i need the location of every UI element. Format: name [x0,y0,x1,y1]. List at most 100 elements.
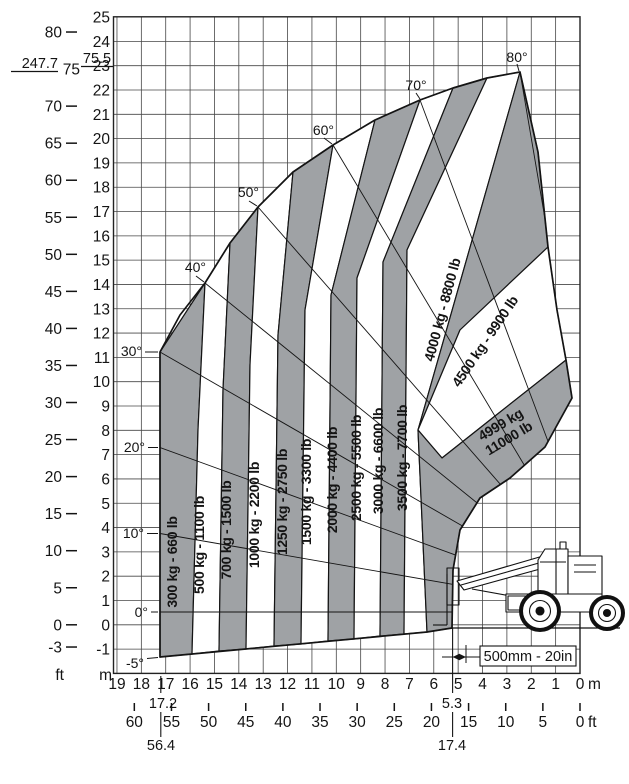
bottom-m-label: 18 [133,676,150,693]
left-axis: 80757065605550454035302520151050-3252423… [11,10,113,684]
dim-arrow-left [452,653,460,661]
bottom-m-label: 1 [551,676,560,693]
angle-label-30: 30° [121,343,142,359]
angle-label-10: 10° [123,525,144,541]
bottom-ft-label: 5 [539,714,548,731]
roof-beacon [559,541,567,550]
zone-label-2000kg: 2000 kg - 4400 lb [324,427,340,533]
left-ft-unit: ft [55,667,64,684]
left-m-label: 10 [93,374,111,391]
boom-angle-line-70 [419,99,572,613]
bottom-ft-label: 35 [311,714,328,731]
left-ft-label: 10 [45,543,63,560]
left-m-label: 5 [101,496,110,513]
angle-label-60: 60° [313,122,334,138]
angle-label-40: 40° [185,259,206,275]
envelope-outline [159,71,573,658]
fork-carriage [446,567,460,606]
bottom-m-label: 15 [206,676,223,693]
bottom-m-label: 6 [429,676,438,693]
front-rim [528,599,552,623]
left-m-label: 7 [101,447,110,464]
cab [537,548,569,595]
zone-label-300kg: 300 kg - 660 lb [164,516,180,607]
zone-label-1250kg: 1250 kg - 2750 lb [274,449,290,555]
bottom-m-label: 10 [328,676,346,693]
left-m-label: 1 [101,593,110,610]
bottom-m-label: 17 [157,676,174,693]
left-m-unit: m [99,667,112,684]
zone-label-3500kg: 3500 kg - 7700 lb [394,405,410,511]
left-m-label: 19 [93,155,110,172]
fork-offset-box [479,645,577,667]
left-ft-label: 65 [45,136,62,153]
left-ft-label: 5 [53,580,62,597]
bottom-ft-label: 0 [576,714,585,731]
left-m-label: 20 [93,131,111,148]
left-ft-label: 15 [45,506,62,523]
left-m-label: 15 [93,253,110,270]
bottom-ft-label: 55 [163,714,180,731]
left-ft-label: 35 [45,358,62,375]
bottom-m-label: 19 [108,676,125,693]
angle-tick [516,63,520,72]
left-ft-label: 55 [45,210,62,227]
zone-label-2500kg: 2500 kg - 5500 lb [348,415,364,521]
left-ft-label: 0 [53,617,62,634]
left-ft-label: 80 [45,25,63,42]
bottom-m-label: 11 [304,676,320,693]
angle-tick [146,657,159,659]
bottom-ft-label: 20 [423,714,441,731]
left-ft-label: -3 [48,640,62,657]
angle-label-70: 70° [405,77,426,93]
left-m-label: 21 [93,107,110,124]
bottom-m-label: 3 [503,676,512,693]
bottom-ft-label: 10 [497,714,515,731]
bottom-ft-label: 25 [386,714,403,731]
dim-arrow-right [459,653,466,661]
bottom-m-label: 16 [181,676,198,693]
fork-offset-label: 500mm - 20in [484,649,573,665]
max-height-ft-label: 75.5 [83,51,111,67]
telehandler-drawing [433,541,625,632]
bottom-m-label: 13 [255,676,272,693]
left-m-label: 17 [93,204,110,221]
bottom-ft-unit: ft [588,714,597,731]
left-m-label: -1 [96,642,110,659]
left-ft-label: 40 [45,321,63,338]
left-ft-label: 25 [45,432,62,449]
angle-label-50: 50° [238,184,259,200]
left-m-label: 25 [93,10,110,27]
bottom-m-label: 14 [230,676,248,693]
angle-tick [323,137,333,145]
max-reach-m-label: 17.2 [149,696,177,712]
fork-offset-callout: 500mm - 20in [442,645,577,667]
bottom-ft-label: 45 [237,714,254,731]
bottom-m-label: 2 [527,676,536,693]
left-m-label: 22 [93,82,110,99]
left-m-label: 16 [93,228,110,245]
left-ft-label: 70 [45,99,63,116]
max-height-primary-label: 247.7 [22,56,58,72]
min-reach-m-label: 5.3 [442,696,462,712]
zone-label-3000kg: 3000 kg - 6600 lb [370,408,386,514]
angle-tick [248,200,258,207]
bottom-m-label: 12 [279,676,296,693]
rear-rim [597,603,617,623]
angle-tick [195,275,205,283]
left-m-label: 14 [93,277,111,294]
bottom-m-unit: m [588,676,601,693]
front-hub [535,606,545,616]
bottom-m-label: 8 [381,676,390,693]
left-ft-label: 60 [45,173,63,190]
left-m-label: 3 [101,544,110,561]
left-ft-label: 45 [45,284,62,301]
bottom-m-label: 9 [356,676,365,693]
rear-hub [602,608,612,618]
left-m-label: 9 [101,399,110,416]
left-ft-label: 50 [45,247,63,264]
left-m-label: 0 [101,617,110,634]
bottom-ft-label: 15 [460,714,477,731]
left-ft-label: 30 [45,395,63,412]
angle-labels: -5° 0° 10° 20° 30° 40° 50° 60° 70° 80° [121,49,528,671]
